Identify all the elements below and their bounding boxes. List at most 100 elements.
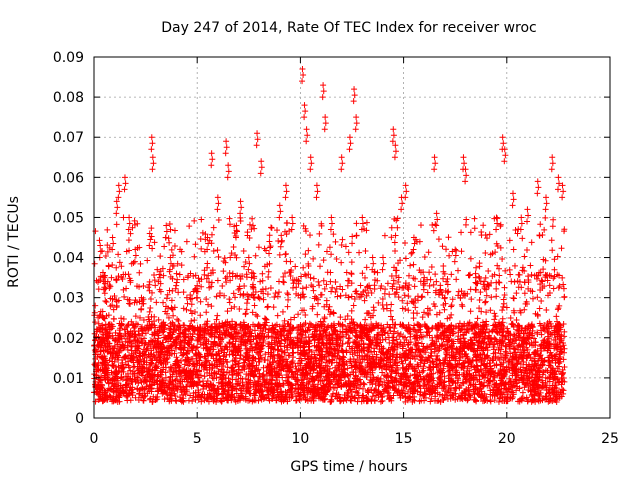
data-point	[429, 221, 436, 228]
data-point	[369, 353, 376, 360]
data-point	[458, 301, 465, 308]
data-point	[268, 224, 275, 231]
data-point	[166, 287, 173, 294]
data-point	[526, 373, 533, 380]
data-point	[471, 396, 478, 403]
data-point	[243, 306, 250, 313]
data-point	[545, 292, 552, 299]
data-point	[191, 309, 198, 316]
data-point	[493, 240, 500, 247]
data-point	[412, 275, 419, 282]
data-point	[121, 353, 128, 360]
data-point	[117, 330, 124, 337]
data-point	[233, 254, 240, 261]
data-point	[102, 298, 109, 305]
data-point	[392, 232, 399, 239]
data-point	[124, 322, 131, 329]
data-point	[180, 289, 187, 296]
data-point	[195, 275, 202, 282]
data-point	[406, 361, 413, 368]
data-point	[412, 295, 419, 302]
data-point	[147, 395, 154, 402]
data-point	[549, 247, 556, 254]
data-point	[109, 332, 116, 339]
data-point	[316, 230, 323, 237]
data-point	[523, 247, 530, 254]
data-point	[299, 285, 306, 292]
data-point	[476, 297, 483, 304]
data-point	[379, 397, 386, 404]
data-point	[125, 380, 132, 387]
data-point	[532, 371, 539, 378]
data-point	[379, 296, 386, 303]
data-point	[503, 304, 510, 311]
data-point	[412, 304, 419, 311]
data-point	[561, 333, 568, 340]
data-point	[387, 328, 394, 335]
data-point	[345, 249, 352, 256]
data-point	[246, 221, 253, 228]
data-point	[92, 337, 99, 344]
data-point	[482, 299, 489, 306]
data-point	[160, 299, 167, 306]
data-point	[333, 285, 340, 292]
data-point	[259, 277, 266, 284]
data-point	[445, 368, 452, 375]
data-point	[425, 249, 432, 256]
data-point	[344, 282, 351, 289]
data-point	[230, 290, 237, 297]
data-point	[438, 385, 445, 392]
data-point	[175, 289, 182, 296]
data-point	[382, 336, 389, 343]
data-point	[496, 265, 503, 272]
data-point	[343, 269, 350, 276]
data-point	[391, 325, 398, 332]
data-point	[363, 219, 370, 226]
data-point	[332, 346, 339, 353]
data-point	[458, 248, 465, 255]
data-point	[160, 272, 167, 279]
data-point	[349, 233, 356, 240]
data-point	[347, 397, 354, 404]
data-point	[377, 337, 384, 344]
data-point	[165, 235, 172, 242]
data-point	[166, 221, 173, 228]
data-point	[491, 316, 498, 323]
data-point	[467, 255, 474, 262]
data-point	[357, 282, 364, 289]
data-point	[228, 250, 235, 257]
data-point	[191, 253, 198, 260]
data-point	[515, 284, 522, 291]
chart-title: Day 247 of 2014, Rate Of TEC Index for r…	[161, 20, 537, 36]
data-point	[323, 357, 330, 364]
data-point	[252, 252, 259, 259]
data-point	[104, 226, 111, 233]
data-point	[541, 226, 548, 233]
data-point	[298, 273, 305, 280]
data-point	[405, 307, 412, 314]
data-point	[232, 251, 239, 258]
data-point	[257, 278, 264, 285]
data-point	[405, 286, 412, 293]
data-point	[124, 346, 131, 353]
data-point	[363, 264, 370, 271]
data-point	[317, 263, 324, 270]
data-point	[362, 247, 369, 254]
data-point	[388, 273, 395, 280]
data-point	[386, 291, 393, 298]
data-point	[374, 269, 381, 276]
data-point	[194, 344, 201, 351]
data-point	[391, 239, 398, 246]
data-point	[378, 394, 385, 401]
data-point	[417, 222, 424, 229]
data-point	[144, 257, 151, 264]
data-point	[277, 243, 284, 250]
data-point	[529, 295, 536, 302]
data-point	[551, 266, 558, 273]
data-point	[259, 270, 266, 277]
data-point	[137, 314, 144, 321]
data-point	[474, 322, 481, 329]
data-point	[388, 224, 395, 231]
data-point	[192, 241, 199, 248]
data-point	[338, 259, 345, 266]
